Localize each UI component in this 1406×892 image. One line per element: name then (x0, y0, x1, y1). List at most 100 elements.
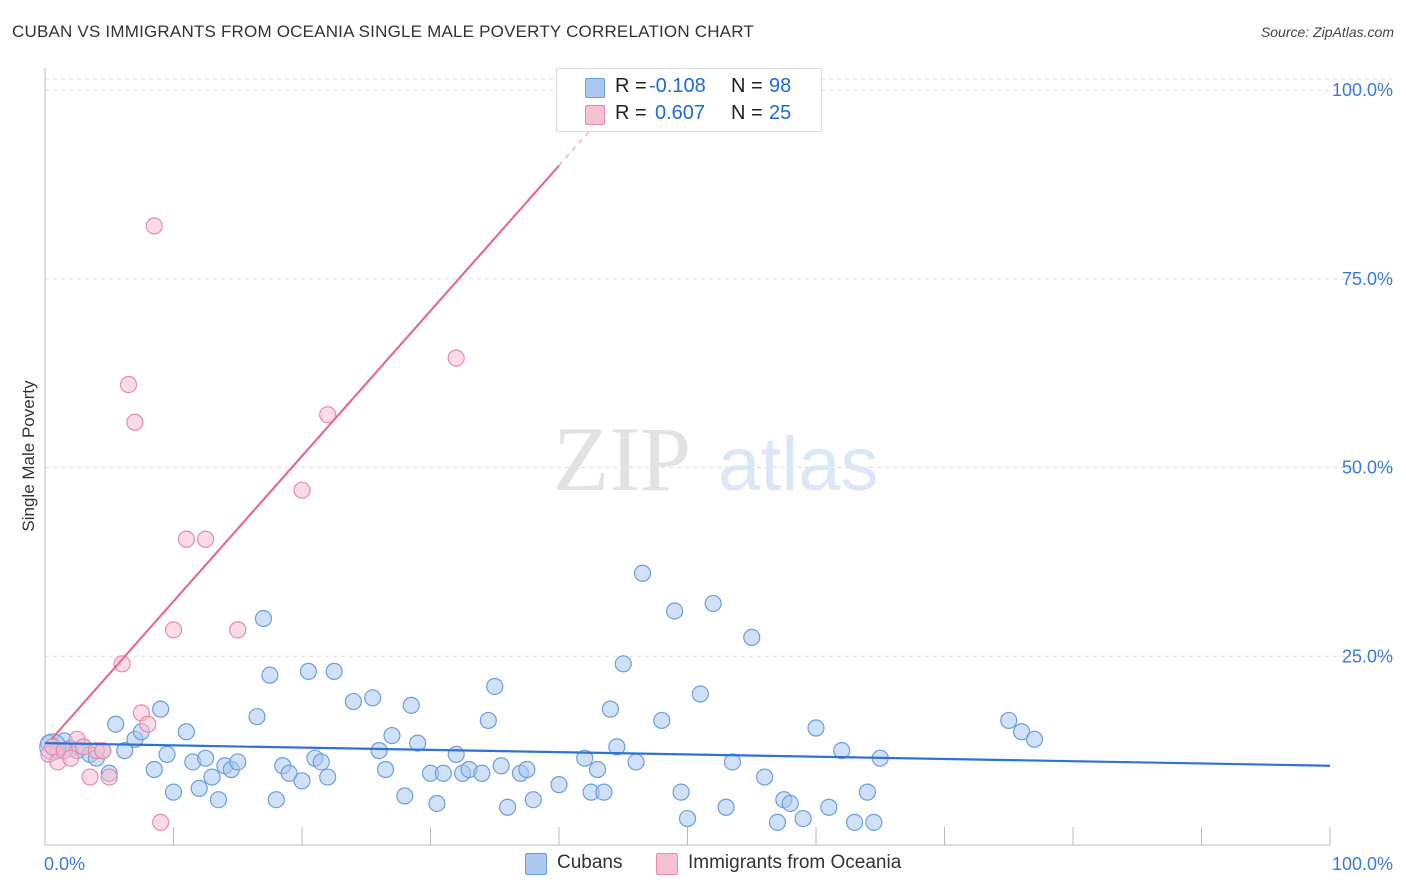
oceania-point (177, 530, 195, 548)
cuban-point (447, 745, 465, 764)
cuban-point (820, 798, 838, 816)
oceania-point (62, 749, 80, 767)
cubans-points (39, 564, 1044, 831)
y-tick-label: 100.0% (1332, 80, 1393, 100)
r-value: -0.108 (649, 75, 706, 97)
cubans-trend-line (44, 741, 1331, 767)
oceania-point (145, 217, 163, 235)
grid-lines (45, 78, 1392, 657)
y-tick-label: 75.0% (1342, 269, 1393, 289)
cuban-point (152, 700, 170, 718)
cuban-point (608, 738, 626, 756)
cuban-point (524, 791, 542, 809)
cuban-point (267, 791, 285, 809)
watermark: ZIP atlas (553, 408, 879, 510)
cuban-point (164, 783, 183, 801)
cuban-point (107, 715, 125, 733)
cuban-point (614, 655, 632, 673)
chart-title: CUBAN VS IMMIGRANTS FROM OCEANIA SINGLE … (12, 22, 754, 41)
trend-lines (44, 114, 1331, 767)
oceania-point (94, 742, 112, 760)
cuban-point (158, 745, 176, 764)
cuban-point (293, 772, 311, 790)
n-value: 25 (769, 102, 792, 124)
cuban-point (190, 779, 208, 797)
cuban-point (743, 628, 761, 647)
oceania-point (113, 655, 131, 673)
r-label: R = (615, 75, 647, 97)
cuban-point (704, 594, 722, 613)
cuban-point (299, 662, 318, 680)
cuban-point (723, 753, 742, 771)
cuban-point (865, 813, 883, 831)
watermark-atlas: atlas (718, 422, 879, 507)
cuban-point (434, 764, 452, 782)
legend-swatch-cubans (585, 78, 605, 98)
cuban-point (576, 749, 594, 767)
x-tick-label: 0.0% (44, 854, 85, 874)
legend-label-cubans: Cubans (557, 852, 623, 873)
cuban-point (588, 760, 607, 779)
cuban-point (691, 685, 709, 703)
cuban-point (254, 609, 273, 628)
cuban-point (595, 783, 613, 801)
oceania-point (119, 375, 138, 394)
cuban-point (116, 742, 134, 760)
cuban-point (344, 692, 362, 711)
cuban-point (781, 794, 799, 813)
n-value: 98 (769, 75, 792, 97)
cuban-point (364, 689, 382, 707)
cuban-point (376, 760, 395, 779)
x-tick-label: 100.0% (1332, 854, 1393, 874)
cuban-point (499, 798, 517, 816)
oceania-point (319, 406, 337, 424)
cuban-point (203, 768, 221, 786)
cuban-point (768, 813, 787, 831)
cuban-point (1012, 723, 1031, 741)
oceania-point (100, 768, 118, 786)
cuban-point (383, 726, 401, 745)
legend-swatch-oceania (656, 853, 678, 875)
cuban-point (145, 760, 163, 779)
oceania-point (152, 813, 170, 831)
legend-swatch-cubans (525, 853, 547, 875)
cuban-point (833, 742, 851, 760)
cuban-point (197, 749, 215, 767)
oceania-point (126, 413, 144, 431)
oceania-point (139, 715, 157, 733)
source-label: Source: ZipAtlas.com (1260, 24, 1394, 40)
cuban-point (319, 768, 337, 786)
cuban-point (627, 753, 645, 771)
cuban-point (280, 764, 298, 782)
oceania-point (293, 481, 311, 499)
oceania-point (197, 530, 215, 548)
cuban-point (678, 809, 697, 828)
y-tick-label: 50.0% (1342, 458, 1393, 478)
cuban-point (409, 734, 427, 752)
cuban-point (858, 783, 877, 801)
cuban-point (845, 813, 864, 831)
cuban-point (479, 711, 497, 730)
y-tick-label: 25.0% (1342, 646, 1393, 666)
cuban-point (601, 700, 620, 718)
oceania-point (447, 349, 465, 367)
cuban-point (312, 753, 330, 771)
cuban-point (653, 711, 671, 730)
cuban-point (325, 662, 343, 680)
tick-labels: 25.0% 50.0% 75.0% 100.0% 0.0% 100.0% (44, 80, 1393, 874)
cuban-point (1000, 711, 1018, 730)
legend-label-oceania: Immigrants from Oceania (688, 852, 902, 873)
oceania-trend-extension (558, 114, 605, 167)
cuban-point (248, 708, 266, 726)
cuban-point (807, 719, 825, 737)
oceania-points (40, 217, 465, 831)
n-label: N = (731, 102, 763, 124)
cuban-point (794, 809, 812, 828)
y-axis-label: Single Male Poverty (19, 380, 38, 532)
oceania-point (164, 621, 183, 639)
cuban-point (550, 776, 568, 794)
r-label: R = (615, 102, 647, 124)
cuban-point (209, 791, 228, 809)
cuban-point (396, 787, 414, 805)
